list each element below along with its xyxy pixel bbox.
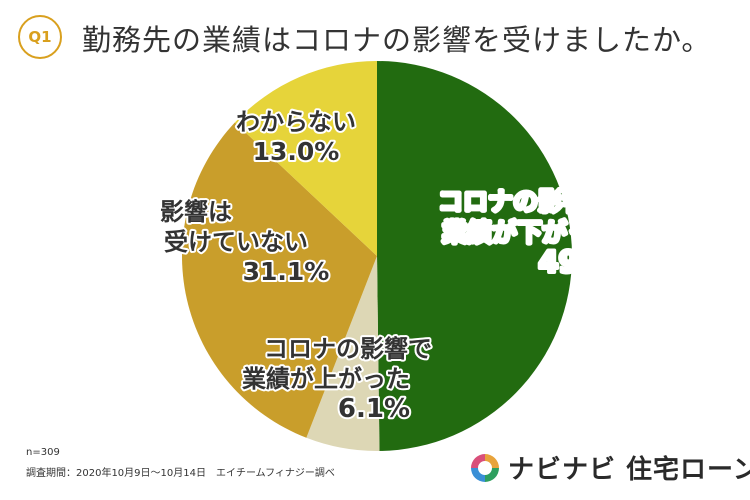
slice-value-label: 13.0% (253, 137, 340, 166)
pie-slice (306, 256, 380, 451)
survey-period-note: 調査期間：2020年10月9日〜10月14日 エイチームフィナジー調べ (26, 468, 335, 479)
pie-slice (377, 61, 572, 451)
pie-slice (234, 61, 377, 256)
slice-value-label: 31.1% (243, 257, 330, 286)
slice-label: 業績が下がった (442, 218, 617, 247)
slice-label: コロナの影響で (438, 187, 613, 216)
logo-text: ナビナビ 住宅ローン (508, 455, 750, 485)
slice-label: 業績が上がった (242, 365, 410, 393)
logo-mark-icon (471, 453, 499, 482)
navinavi-logo: ナビナビ 住宅ローン (468, 449, 750, 486)
slice-label: コロナの影響で (264, 335, 432, 363)
slice-value-label: 49.8% (538, 245, 639, 279)
slice-value-label: 6.1% (338, 394, 410, 424)
question-title: 勤務先の業績はコロナの影響を受けましたか。 (82, 23, 712, 57)
pie-slice (181, 122, 377, 438)
slice-label: わからない (236, 108, 356, 136)
slice-label: 受けていない (164, 228, 308, 256)
sample-size-note: n=309 (26, 447, 60, 458)
question-badge: Q1 (18, 15, 62, 59)
slice-label: 影響は (160, 198, 232, 226)
